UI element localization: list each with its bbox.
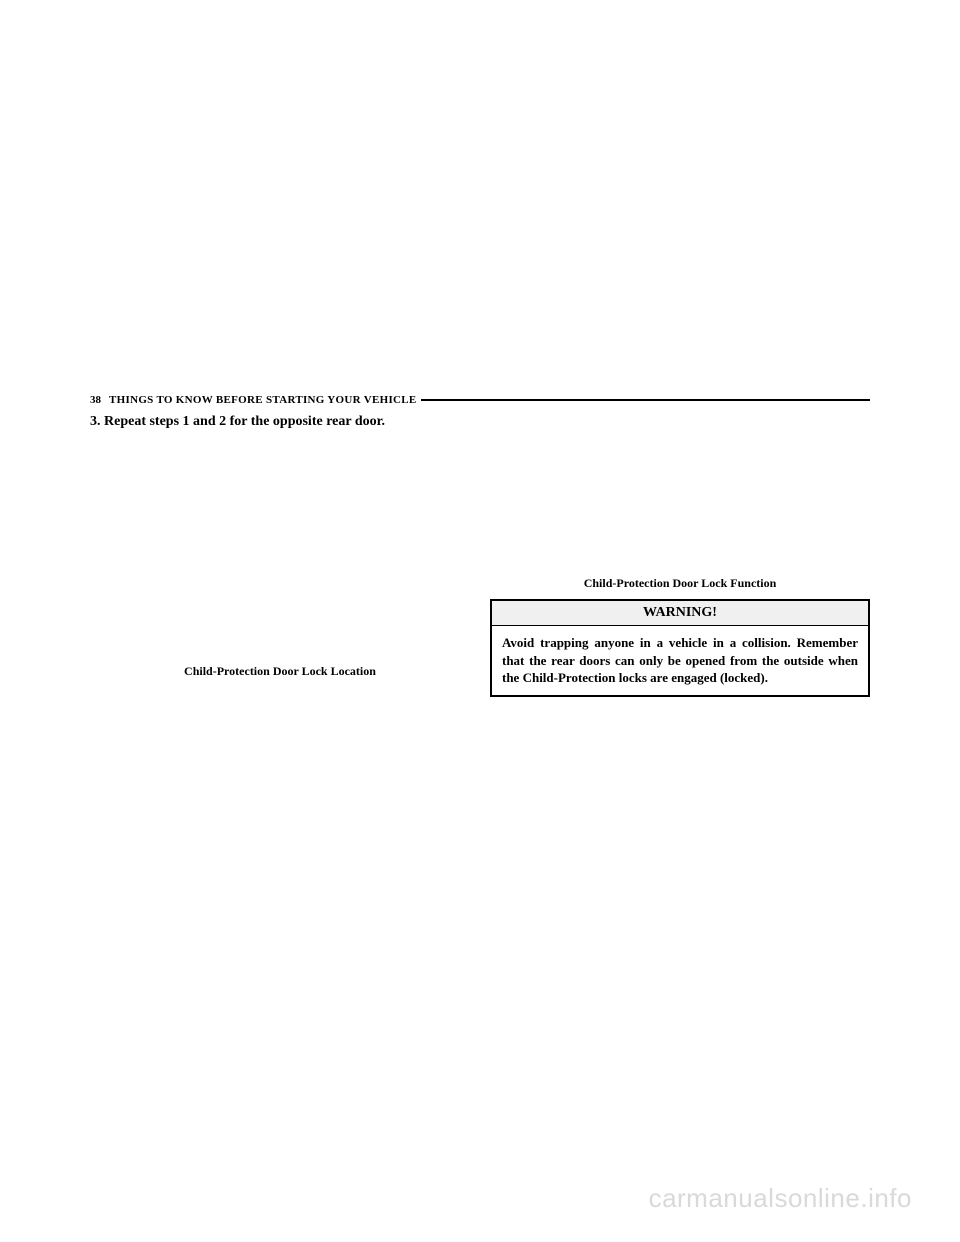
figure-caption-left: Child-Protection Door Lock Location xyxy=(90,664,470,679)
page-content: 38 THINGS TO KNOW BEFORE STARTING YOUR V… xyxy=(90,394,870,697)
page-number: 38 xyxy=(90,394,101,406)
section-title: THINGS TO KNOW BEFORE STARTING YOUR VEHI… xyxy=(109,394,417,406)
figure-left xyxy=(90,442,470,662)
right-column: Child-Protection Door Lock Function WARN… xyxy=(490,414,870,697)
step-instruction: 3. Repeat steps 1 and 2 for the opposite… xyxy=(90,414,470,430)
figure-caption-right: Child-Protection Door Lock Function xyxy=(490,576,870,591)
header-rule xyxy=(421,399,870,401)
warning-box: WARNING! Avoid trapping anyone in a vehi… xyxy=(490,599,870,697)
warning-title: WARNING! xyxy=(492,601,868,626)
figure-right xyxy=(490,414,870,574)
page-header: 38 THINGS TO KNOW BEFORE STARTING YOUR V… xyxy=(90,394,870,406)
watermark: carmanualsonline.info xyxy=(649,1183,912,1214)
warning-body: Avoid trapping anyone in a vehicle in a … xyxy=(492,626,868,695)
left-column: 3. Repeat steps 1 and 2 for the opposite… xyxy=(90,414,470,697)
two-column-layout: 3. Repeat steps 1 and 2 for the opposite… xyxy=(90,414,870,697)
